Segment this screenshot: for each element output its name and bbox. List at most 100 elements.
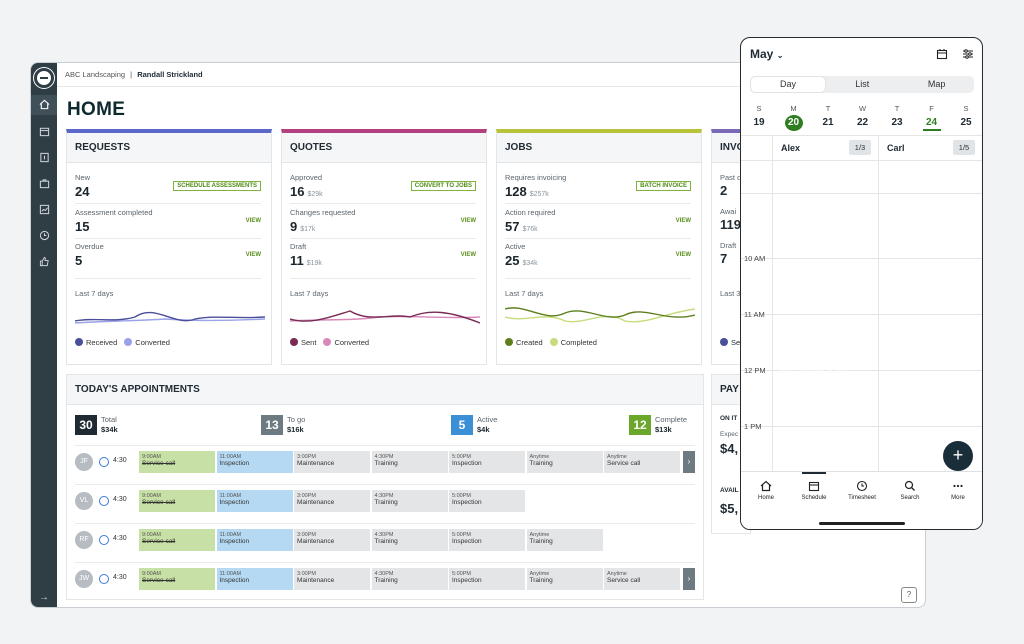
calendar-icon[interactable] bbox=[31, 122, 57, 142]
reports-icon[interactable] bbox=[31, 200, 57, 220]
view-tab-list[interactable]: List bbox=[825, 77, 899, 92]
week-day[interactable]: F 24 bbox=[915, 104, 949, 131]
appointment-slot[interactable]: 9:00AM Service call bbox=[139, 529, 215, 551]
week-day[interactable]: M 20 bbox=[777, 104, 811, 131]
week-day[interactable]: T 23 bbox=[880, 104, 914, 131]
metric-action-button[interactable]: VIEW bbox=[461, 252, 476, 258]
appointment-slot[interactable]: 5:00PM Inspection bbox=[449, 529, 525, 551]
calendar-event[interactable]: Pick up materials bbox=[879, 370, 980, 424]
day-of-week: F bbox=[915, 104, 949, 113]
appointment-slot[interactable]: 11:00AM Inspection bbox=[217, 568, 293, 590]
appointment-stat[interactable]: 12 Complete $13k bbox=[629, 415, 709, 437]
appointment-slot[interactable]: 3:00PM Maintenance bbox=[294, 451, 370, 473]
appointment-slot[interactable]: 11:00AM Inspection bbox=[217, 451, 293, 473]
metric-count: 5 bbox=[75, 253, 82, 268]
user-name[interactable]: Randall Strickland bbox=[137, 70, 202, 79]
appointment-slot[interactable]: Anytime Service call bbox=[604, 568, 680, 590]
clock-icon bbox=[99, 457, 109, 467]
appointment-stat[interactable]: 30 Total $34k bbox=[75, 415, 155, 437]
slot-title: Service call bbox=[607, 460, 640, 467]
metric-action-button[interactable]: VIEW bbox=[461, 218, 476, 224]
appointment-slot[interactable]: 9:00AM Service call bbox=[139, 490, 215, 512]
week-day[interactable]: W 22 bbox=[846, 104, 880, 131]
appointment-slot[interactable]: 4:30PM Training bbox=[372, 490, 448, 512]
appointment-slot[interactable]: 5:00PM Inspection bbox=[449, 490, 525, 512]
metric-action-button[interactable]: VIEW bbox=[676, 218, 691, 224]
collapse-arrow-icon[interactable]: → bbox=[31, 592, 57, 603]
appointment-slot[interactable]: Anytime Training bbox=[527, 451, 603, 473]
tab-search[interactable]: Search bbox=[886, 480, 934, 501]
add-button[interactable]: + bbox=[943, 441, 973, 471]
home-icon[interactable] bbox=[31, 95, 57, 115]
calendar-icon[interactable] bbox=[936, 48, 948, 60]
calendar-event[interactable]: Vera Lee • 10520 Jasper Ave bbox=[885, 164, 973, 189]
week-day[interactable]: S 19 bbox=[742, 104, 776, 131]
appointment-slot[interactable]: 9:00AM Service call bbox=[139, 451, 215, 473]
calendar-event[interactable]: Request for Jacob Adams • Jacob Adams • … bbox=[773, 342, 875, 396]
thumbs-up-icon[interactable] bbox=[31, 252, 57, 272]
month-selector[interactable]: May ⌄ bbox=[750, 47, 783, 61]
chevron-right-icon[interactable]: › bbox=[683, 568, 695, 590]
calendar-event[interactable]: Daily Maintenance • Joel Moore • 7834 10… bbox=[879, 230, 980, 341]
appointment-stat[interactable]: 13 To go $16k bbox=[261, 415, 341, 437]
appointment-stat[interactable]: 5 Active $4k bbox=[451, 415, 531, 437]
metric-label: Draft bbox=[290, 242, 306, 251]
appointment-slot[interactable]: 11:00AM Inspection bbox=[217, 529, 293, 551]
appointment-slot[interactable]: 9:00AM Service call bbox=[139, 568, 215, 590]
calendar-event[interactable]: Spring/summer mowing • Tom Harris • 1493… bbox=[773, 202, 875, 313]
tab-schedule[interactable]: Schedule bbox=[790, 480, 838, 501]
appointment-slot[interactable]: 4:30PM Training bbox=[372, 529, 448, 551]
tab-more[interactable]: More bbox=[934, 480, 982, 501]
event-title: Daily Maintenance bbox=[883, 233, 948, 242]
briefcase-icon[interactable] bbox=[31, 174, 57, 194]
stat-amount: $4k bbox=[477, 425, 490, 434]
appointment-slot[interactable]: Anytime Training bbox=[527, 529, 603, 551]
day-of-week: W bbox=[846, 104, 880, 113]
week-day[interactable]: T 21 bbox=[811, 104, 845, 131]
tab-timesheet[interactable]: Timesheet bbox=[838, 480, 886, 501]
view-tab-day[interactable]: Day bbox=[751, 77, 825, 92]
company-name[interactable]: ABC Landscaping bbox=[65, 70, 125, 79]
appointment-slot[interactable]: 3:00PM Maintenance bbox=[294, 529, 370, 551]
appointment-slot[interactable]: 3:00PM Maintenance bbox=[294, 490, 370, 512]
slot-title: Service call bbox=[142, 460, 175, 467]
appointment-slot[interactable]: 5:00PM Inspection bbox=[449, 568, 525, 590]
column-pager[interactable]: 1/5 bbox=[953, 140, 975, 155]
chevron-right-icon[interactable]: › bbox=[683, 451, 695, 473]
metric-action-button[interactable]: CONVERT TO JOBS bbox=[411, 181, 476, 191]
legend-label: Created bbox=[516, 338, 543, 347]
metric-amount: $29k bbox=[307, 191, 322, 198]
requests-icon[interactable] bbox=[31, 148, 57, 168]
slot-title: Service call bbox=[142, 499, 175, 506]
metric-action-button[interactable]: SCHEDULE ASSESSMENTS bbox=[173, 181, 261, 191]
filter-icon[interactable] bbox=[962, 48, 974, 60]
avatar[interactable]: JW bbox=[75, 570, 93, 588]
clock-icon[interactable] bbox=[31, 226, 57, 246]
appointment-slot[interactable]: 11:00AM Inspection bbox=[217, 490, 293, 512]
avatar[interactable]: VL bbox=[75, 492, 93, 510]
appointment-slot[interactable]: Anytime Service call bbox=[604, 451, 680, 473]
home-indicator bbox=[819, 522, 905, 525]
column-pager[interactable]: 1/3 bbox=[849, 140, 871, 155]
chart-legend: Sent Converted bbox=[290, 338, 376, 347]
card-metric: Approved 16 $29k CONVERT TO JOBS bbox=[290, 173, 476, 199]
avatar[interactable]: JF bbox=[75, 453, 93, 471]
slot-title: Training bbox=[530, 538, 553, 545]
appointment-slot[interactable]: 5:00PM Inspection bbox=[449, 451, 525, 473]
avatar[interactable]: RF bbox=[75, 531, 93, 549]
tab-home[interactable]: Home bbox=[742, 480, 790, 501]
appointment-row: RF 4:30 9:00AM Service call 11:00AM Insp… bbox=[75, 529, 695, 553]
view-tab-map[interactable]: Map bbox=[900, 77, 974, 92]
week-day[interactable]: S 25 bbox=[949, 104, 983, 131]
appointment-slot[interactable]: Anytime Training bbox=[527, 568, 603, 590]
metric-action-button[interactable]: VIEW bbox=[676, 252, 691, 258]
slot-title: Training bbox=[375, 538, 398, 545]
metric-action-button[interactable]: BATCH INVOICE bbox=[636, 181, 691, 191]
metric-action-button[interactable]: VIEW bbox=[246, 252, 261, 258]
appointment-slot[interactable]: 3:00PM Maintenance bbox=[294, 568, 370, 590]
help-button[interactable]: ? bbox=[901, 587, 917, 603]
appointment-slot[interactable]: 4:30PM Training bbox=[372, 451, 448, 473]
appointment-slot[interactable]: 4:30PM Training bbox=[372, 568, 448, 590]
metric-action-button[interactable]: VIEW bbox=[246, 218, 261, 224]
day-of-week: S bbox=[742, 104, 776, 113]
